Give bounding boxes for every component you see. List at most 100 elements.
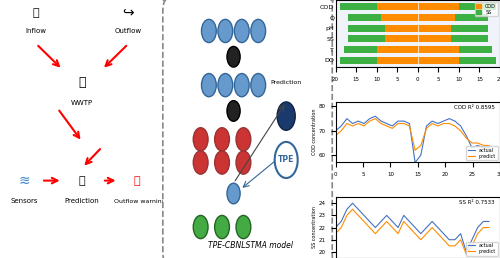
predict: [338, 226, 344, 229]
predict: [366, 226, 372, 229]
Line: actual: actual: [336, 116, 489, 163]
predict: [401, 122, 407, 125]
actual: [390, 124, 396, 127]
actual: [332, 129, 338, 132]
Bar: [418, 25, 450, 32]
predict: [418, 144, 424, 147]
predict: [440, 122, 446, 125]
predict: [350, 208, 356, 211]
Bar: [418, 57, 459, 64]
predict: [332, 134, 338, 137]
predict: [395, 122, 401, 125]
Circle shape: [234, 19, 249, 43]
Bar: [385, 35, 418, 42]
predict: [486, 144, 492, 147]
Bar: [348, 14, 381, 21]
Text: SS R² 0.7533: SS R² 0.7533: [460, 200, 495, 205]
actual: [424, 124, 430, 127]
actual: [464, 134, 469, 137]
predict: [446, 122, 452, 125]
predict: [435, 232, 441, 235]
Y-axis label: SS concentration: SS concentration: [312, 207, 318, 248]
predict: [424, 232, 430, 235]
predict: [480, 226, 486, 229]
Line: predict: predict: [336, 119, 489, 150]
predict: [435, 124, 441, 127]
predict: [344, 122, 350, 125]
Text: TPE-CBNLSTMA model: TPE-CBNLSTMA model: [208, 241, 292, 250]
Text: Prediction: Prediction: [270, 80, 302, 85]
Circle shape: [214, 151, 230, 174]
actual: [440, 232, 446, 235]
predict: [429, 226, 435, 229]
predict: [378, 226, 384, 229]
Bar: [376, 57, 418, 64]
Text: TPE: TPE: [278, 156, 294, 164]
actual: [474, 226, 480, 229]
actual: [429, 220, 435, 223]
actual: [401, 119, 407, 123]
predict: [429, 122, 435, 125]
actual: [458, 124, 464, 127]
predict: [464, 136, 469, 140]
predict: [344, 214, 350, 217]
Bar: [418, 35, 450, 42]
Text: Prediction: Prediction: [65, 198, 100, 204]
Bar: [376, 3, 418, 10]
actual: [486, 146, 492, 149]
Bar: [340, 3, 376, 10]
predict: [469, 244, 475, 247]
Y-axis label: COD concentration: COD concentration: [312, 109, 318, 155]
Bar: [418, 46, 459, 53]
predict: [458, 129, 464, 132]
Bar: [450, 35, 488, 42]
Text: 📈: 📈: [79, 176, 86, 186]
Text: Inflow: Inflow: [26, 28, 46, 34]
Circle shape: [202, 19, 216, 43]
Text: Outflow warning: Outflow warning: [114, 199, 166, 204]
predict: [361, 124, 367, 127]
actual: [435, 122, 441, 125]
predict: [469, 141, 475, 144]
actual: [412, 226, 418, 229]
predict: [366, 119, 372, 123]
actual: [361, 122, 367, 125]
actual: [366, 117, 372, 120]
predict: [406, 124, 412, 127]
predict: [390, 226, 396, 229]
actual: [356, 119, 362, 123]
actual: [378, 119, 384, 123]
actual: [344, 208, 350, 211]
actual: [429, 119, 435, 123]
predict: [378, 122, 384, 125]
predict: [390, 127, 396, 130]
actual: [395, 119, 401, 123]
actual: [338, 124, 344, 127]
predict: [332, 232, 338, 235]
Circle shape: [202, 74, 216, 97]
Bar: [459, 3, 496, 10]
actual: [338, 220, 344, 223]
Bar: [459, 57, 496, 64]
predict: [440, 238, 446, 241]
FancyBboxPatch shape: [332, 0, 500, 258]
Circle shape: [218, 19, 232, 43]
Text: 🏭: 🏭: [78, 76, 86, 89]
actual: [469, 146, 475, 149]
Text: ≋: ≋: [19, 174, 30, 188]
predict: [474, 232, 480, 235]
actual: [401, 214, 407, 217]
predict: [384, 124, 390, 127]
Bar: [340, 57, 376, 64]
Circle shape: [251, 19, 266, 43]
actual: [350, 122, 356, 125]
actual: [384, 122, 390, 125]
Bar: [455, 14, 488, 21]
Circle shape: [214, 128, 230, 151]
Legend: actual, predict: actual, predict: [466, 146, 498, 160]
Text: ↪: ↪: [122, 6, 134, 20]
actual: [474, 144, 480, 147]
actual: [344, 117, 350, 120]
Bar: [381, 14, 418, 21]
predict: [458, 238, 464, 241]
